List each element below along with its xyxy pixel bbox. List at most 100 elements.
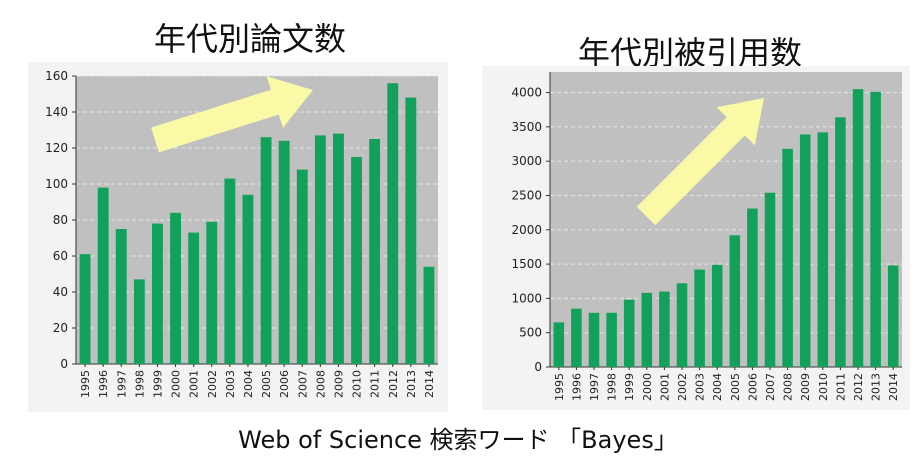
y-tick-label: 60 — [53, 249, 68, 263]
x-tick-label: 1997 — [115, 370, 128, 398]
bar-2003 — [694, 269, 705, 367]
bar-1996 — [97, 187, 109, 364]
x-tick-label: 2000 — [641, 373, 654, 401]
x-tick-label: 2005 — [260, 370, 273, 398]
x-tick-label: 2003 — [224, 370, 237, 398]
x-tick-label: 1996 — [570, 373, 583, 401]
x-tick-label: 2010 — [817, 373, 830, 401]
chart-title-papers: 年代別論文数 — [153, 20, 346, 58]
x-tick-label: 2009 — [799, 373, 812, 401]
x-tick-label: 2003 — [694, 373, 707, 401]
x-tick-label: 2010 — [351, 370, 364, 398]
bar-1997 — [588, 312, 600, 367]
x-tick-label: 2014 — [423, 370, 436, 398]
x-tick-label: 1999 — [151, 370, 164, 398]
x-tick-label: 2004 — [242, 370, 255, 398]
x-tick-label: 1998 — [133, 370, 146, 398]
x-tick-label: 2001 — [188, 370, 201, 398]
bar-2006 — [747, 208, 758, 367]
bar-2006 — [278, 140, 290, 364]
bar-1996 — [571, 308, 582, 367]
bar-2005 — [260, 137, 272, 364]
citations-bar-chart: 0 500 1000 1500 2000 2500 3000 3500 4000 1995 1996… — [511, 72, 902, 401]
x-tick-label: 2001 — [658, 373, 671, 401]
x-tick-label: 2006 — [278, 370, 291, 398]
y-tick-label: 0 — [534, 360, 542, 374]
y-tick-label: 100 — [45, 177, 68, 191]
y-tick-label: 3500 — [511, 120, 542, 134]
bar-2013 — [405, 97, 417, 364]
y-tick-label: 2500 — [511, 188, 542, 202]
x-tick-label: 1997 — [588, 373, 601, 401]
x-tick-label: 1995 — [553, 373, 566, 401]
trend-arrow — [151, 76, 313, 153]
y-tick-label: 0 — [60, 357, 68, 371]
bar-2009 — [333, 133, 344, 364]
caption: Web of Science 検索ワード 「Bayes」 — [238, 426, 678, 454]
bar-2010 — [351, 157, 362, 364]
bar-2002 — [676, 283, 688, 367]
bar-2007 — [764, 192, 776, 367]
y-tick-label: 140 — [45, 105, 68, 119]
x-tick-label: 1996 — [97, 370, 110, 398]
y-tick-label: 500 — [519, 326, 542, 340]
bar-2004 — [711, 264, 723, 367]
y-tick-label: 20 — [53, 321, 68, 335]
y-tick-label: 4000 — [511, 86, 542, 100]
papers-chart-panel: 0 20 40 60 80 100 120 140 160 1995 1996 1997 1998 199… — [28, 62, 448, 412]
x-tick-label: 2004 — [711, 373, 724, 401]
x-tick-label: 2014 — [887, 373, 900, 401]
y-tick-label: 80 — [53, 213, 68, 227]
x-tick-label: 2002 — [206, 370, 219, 398]
bar-2001 — [188, 232, 200, 364]
citations-chart-panel: 0 500 1000 1500 2000 2500 3000 3500 4000 1995 1996… — [482, 66, 910, 410]
x-tick-label: 2009 — [332, 370, 345, 398]
bar-2002 — [206, 221, 218, 364]
bar-2000 — [170, 212, 181, 364]
bar-2012 — [852, 89, 864, 368]
x-tick-label: 2005 — [729, 373, 742, 401]
y-tick-label: 40 — [53, 285, 68, 299]
bar-2003 — [224, 178, 236, 364]
x-tick-label: 2011 — [834, 373, 847, 401]
bar-2001 — [659, 291, 670, 367]
bar-2000 — [641, 292, 653, 367]
x-tick-label: 2000 — [170, 370, 183, 398]
y-tick-label: 120 — [45, 141, 68, 155]
x-tick-label: 2013 — [405, 370, 418, 398]
bar-2007 — [296, 169, 308, 364]
x-tick-label: 1998 — [606, 373, 619, 401]
trend-arrow — [636, 98, 764, 226]
x-tick-label: 2007 — [296, 370, 309, 398]
x-tick-label: 2002 — [676, 373, 689, 401]
bar-2012 — [387, 83, 399, 364]
bar-2013 — [870, 91, 881, 367]
bar-1997 — [115, 229, 127, 364]
bar-2014 — [423, 266, 435, 364]
x-tick-label: 2013 — [870, 373, 883, 401]
bar-1998 — [606, 312, 617, 367]
bar-2005 — [729, 235, 741, 367]
bar-1995 — [79, 254, 91, 364]
x-tick-label: 2011 — [369, 370, 382, 398]
y-tick-label: 160 — [45, 69, 68, 83]
x-tick-label: 2007 — [764, 373, 777, 401]
bar-1999 — [152, 223, 163, 364]
x-tick-label: 2008 — [782, 373, 795, 401]
x-tick-label: 2012 — [387, 370, 400, 398]
papers-bar-chart: 0 20 40 60 80 100 120 140 160 1995 1996 1997 1998 199… — [45, 69, 438, 398]
x-tick-label: 2008 — [314, 370, 327, 398]
bar-2004 — [242, 194, 254, 364]
y-tick-label: 1000 — [511, 291, 542, 305]
bar-2011 — [835, 117, 846, 367]
bar-1998 — [133, 279, 145, 364]
bar-2008 — [314, 135, 326, 364]
bar-2009 — [799, 134, 811, 367]
chart-title-citations: 年代別被引用数 — [577, 34, 802, 72]
bar-2014 — [887, 265, 899, 367]
y-tick-label: 3000 — [511, 154, 542, 168]
bar-2011 — [369, 139, 381, 364]
bar-2008 — [782, 148, 793, 367]
x-tick-label: 1999 — [623, 373, 636, 401]
bar-1999 — [623, 299, 635, 367]
